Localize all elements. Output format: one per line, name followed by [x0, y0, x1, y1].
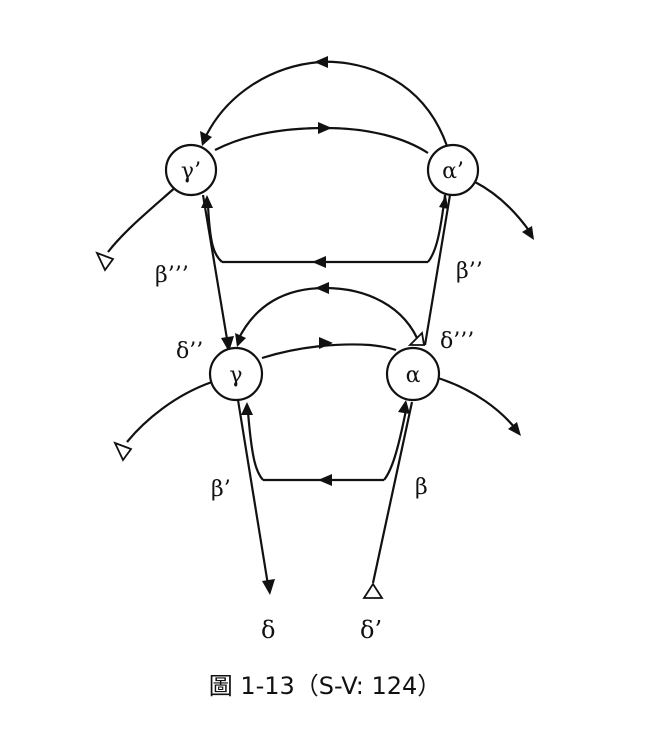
node-gamma: γ: [210, 348, 262, 400]
arrowhead-outer-top: [314, 56, 328, 68]
arrowhead-from-alpha-down: [398, 400, 410, 414]
node-alpha-prime-label: α’: [442, 159, 464, 184]
arrowhead-lower-inner: [319, 337, 333, 349]
label-delta-prime: δ’: [360, 616, 382, 644]
edge-gamma-to-alpha-inner: [262, 344, 396, 358]
arrowhead-beta-double-bridge: [312, 256, 326, 268]
label-delta-double: δ’’: [176, 339, 203, 364]
arrowhead-alpha-output: [508, 422, 521, 436]
node-alpha-label: α: [406, 363, 421, 388]
edge-alpha-prime-to-alpha: [425, 195, 450, 345]
label-delta: δ: [261, 616, 275, 644]
input-triangle-upper-left: [97, 253, 113, 270]
node-gamma-label: γ: [229, 363, 242, 388]
edge-gamma-to-delta: [238, 400, 268, 585]
node-gamma-prime-label: γ’: [181, 159, 201, 184]
edge-gamma-input: [127, 382, 212, 442]
input-triangle-delta-prime: [364, 584, 382, 598]
arrowhead-inner-top: [318, 122, 332, 134]
label-delta-triple: δ’’’: [440, 329, 474, 354]
label-beta-prime: β’: [211, 477, 231, 502]
edge-alpha-prime-to-gamma-prime-outer: [204, 62, 447, 146]
input-triangle-lower-left: [115, 443, 131, 460]
label-beta-triple: β’’’: [155, 263, 189, 288]
arrowhead-into-gamma-prime: [200, 131, 212, 146]
edge-middle-outer-arc: [238, 288, 420, 345]
arrowhead-up-into-gamma: [241, 402, 253, 415]
label-beta: β: [415, 475, 428, 500]
edge-gamma-prime-input: [108, 185, 178, 252]
delta-triple-junction: [410, 333, 424, 345]
node-alpha: α: [387, 348, 439, 400]
edge-delta-prime-to-alpha: [373, 402, 412, 583]
edge-alpha-prime-output: [475, 182, 530, 232]
arrowhead-from-alpha-prime-down: [439, 195, 448, 209]
edge-alpha-output: [438, 378, 515, 428]
arrowhead-middle-outer-arc: [315, 282, 329, 294]
arrowhead-beta-bridge: [318, 474, 332, 486]
node-gamma-prime: γ’: [166, 145, 216, 195]
arrowhead-into-delta: [262, 579, 275, 595]
figure-caption: 圖 1-13（S-V: 124）: [209, 672, 442, 700]
label-beta-double: β’’: [456, 259, 483, 284]
node-alpha-prime: α’: [428, 145, 478, 195]
edge-gamma-prime-to-gamma: [203, 195, 228, 345]
